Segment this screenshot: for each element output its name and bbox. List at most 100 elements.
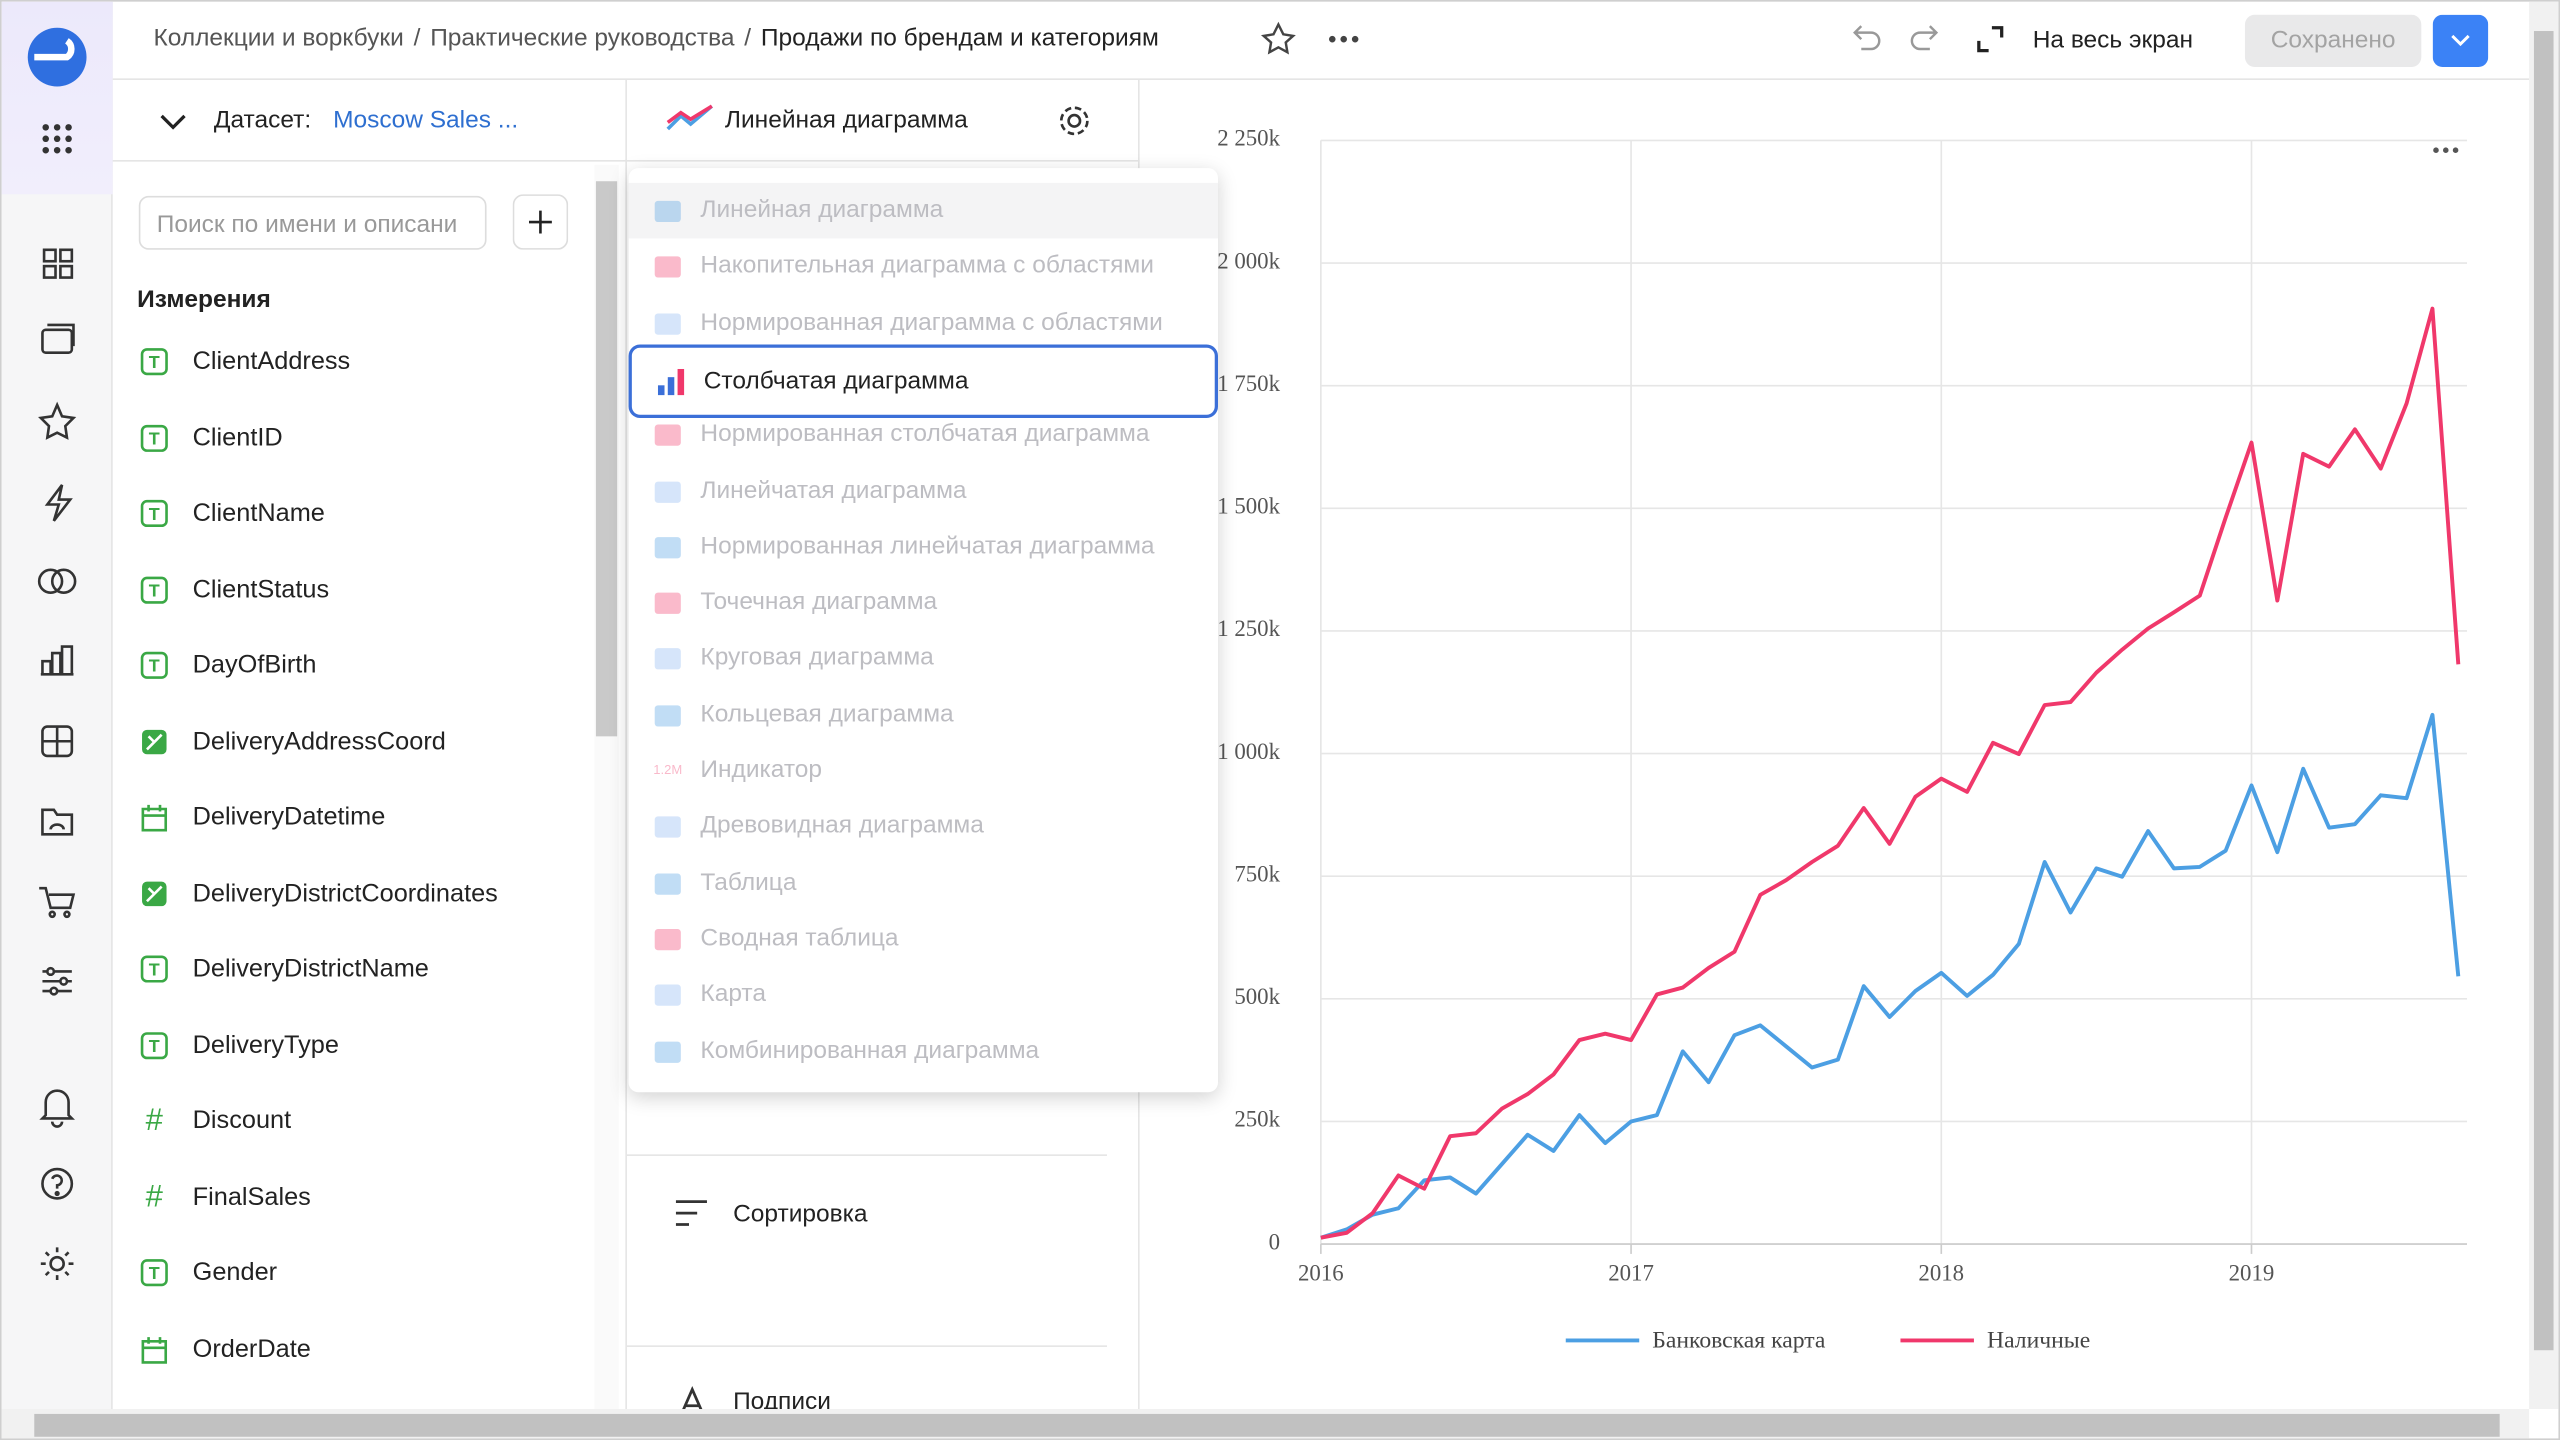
menu-item-label: Таблица — [700, 867, 797, 896]
icon-shape — [654, 200, 681, 223]
more-button[interactable] — [1329, 35, 1359, 43]
nav-item[interactable] — [40, 645, 74, 676]
field-name: OrderDate — [192, 1334, 311, 1363]
page-scrollbar-thumb[interactable] — [2533, 31, 2554, 1351]
save-menu-button[interactable] — [2432, 14, 2489, 67]
field-item[interactable]: T DeliveryType — [137, 1028, 578, 1067]
menu-item[interactable]: Кольцевая диаграмма — [629, 687, 1218, 743]
field-type-icon: T — [140, 1031, 168, 1059]
undo-button[interactable] — [1853, 25, 1881, 51]
field-item[interactable]: T DayOfBirth — [137, 648, 578, 687]
nav-item[interactable] — [38, 401, 77, 440]
menu-item[interactable]: Точечная диаграмма — [629, 575, 1218, 631]
scrollbar-thumb[interactable] — [595, 181, 618, 737]
field-name: ClientAddress — [192, 347, 351, 376]
field-item[interactable]: # Discount — [137, 1102, 578, 1143]
menu-item[interactable]: Нормированная линейчатая диаграмма — [629, 519, 1218, 575]
menu-item-icon — [654, 928, 681, 951]
line-chart-icon — [666, 104, 714, 131]
dataset-header[interactable]: Датасет: Moscow Sales ... — [112, 80, 627, 162]
legend-label[interactable]: Банковская карта — [1652, 1328, 1826, 1354]
nav-item[interactable] — [39, 1089, 75, 1128]
menu-item-label: Сводная таблица — [700, 923, 899, 952]
field-item[interactable]: T ClientName — [137, 496, 578, 535]
icon-frame — [140, 499, 168, 528]
nav-item[interactable] — [41, 323, 75, 354]
menu-item[interactable]: Накопительная диаграмма с областями — [629, 239, 1218, 295]
labels-icon — [679, 1386, 705, 1417]
nav-item[interactable] — [42, 966, 72, 996]
dataset-name[interactable]: Moscow Sales ... — [333, 106, 519, 134]
field-item[interactable]: DeliveryDistrictCoordinates — [137, 876, 578, 915]
nav-item[interactable] — [41, 1167, 74, 1200]
nav-item[interactable] — [41, 808, 74, 836]
settings-button[interactable] — [1055, 101, 1094, 140]
field-item[interactable]: DeliveryAddressCoord — [137, 724, 578, 763]
menu-item[interactable]: Линейчатая диаграмма — [629, 463, 1218, 519]
icon-frame — [140, 955, 168, 983]
favorite-button[interactable] — [1260, 21, 1296, 55]
nav-item[interactable] — [40, 1247, 74, 1281]
field-name: ClientID — [192, 423, 283, 452]
menu-item[interactable]: Столбчатая диаграмма — [628, 344, 1218, 418]
field-type-icon: T — [140, 499, 168, 528]
menu-item[interactable]: Таблица — [629, 855, 1218, 911]
fullscreen-button[interactable]: На весь экран — [2032, 26, 2193, 54]
chart-menu-button[interactable] — [2433, 147, 2459, 153]
nav-item[interactable] — [44, 484, 73, 522]
dataset-panel: Датасет: Moscow Sales ... Поиск по имени… — [112, 80, 627, 1410]
legend-label[interactable]: Наличные — [1987, 1328, 2090, 1354]
menu-item-label: Древовидная диаграмма — [700, 811, 984, 840]
field-item[interactable]: T Gender — [137, 1256, 578, 1295]
nav-item[interactable] — [39, 886, 76, 919]
menu-item[interactable]: Карта — [629, 967, 1218, 1023]
field-item[interactable]: T ClientStatus — [137, 572, 578, 611]
field-type-icon: T — [140, 651, 168, 679]
field-type-icon: T — [140, 424, 168, 452]
save-button[interactable]: Сохранено — [2244, 14, 2422, 67]
field-item[interactable]: OrderDate — [137, 1331, 578, 1370]
add-field-button[interactable] — [512, 194, 569, 250]
menu-item[interactable]: Круговая диаграмма — [629, 631, 1218, 687]
field-item[interactable]: T ClientID — [137, 420, 578, 459]
nav-item[interactable] — [42, 248, 74, 279]
breadcrumb[interactable]: Коллекции и воркбуки — [153, 24, 404, 53]
icon-letter: T — [149, 1035, 160, 1055]
icon-geo-mark — [146, 884, 163, 902]
nav-item[interactable] — [37, 568, 77, 594]
redo-button[interactable] — [1910, 25, 1939, 51]
menu-item-icon — [657, 368, 685, 396]
apps-icon[interactable] — [42, 124, 72, 154]
menu-item[interactable]: Нормированная столбчатая диаграмма — [629, 407, 1218, 463]
menu-item[interactable]: Сводная таблица — [629, 911, 1218, 967]
y-tick-label: 2 250k — [1217, 126, 1280, 151]
indicator-icon-text: 1.2M — [653, 762, 682, 777]
breadcrumb[interactable]: Практические руководства — [430, 24, 735, 53]
icon-bar — [677, 368, 685, 396]
field-item[interactable]: # FinalSales — [137, 1178, 578, 1219]
menu-item[interactable]: Линейная диаграмма — [628, 182, 1218, 239]
y-tick-label: 750k — [1234, 861, 1280, 886]
chart-type-menu: Линейная диаграмма Накопительная диаграмм… — [628, 168, 1218, 1093]
menu-item[interactable]: Нормированная диаграмма с областями — [629, 295, 1218, 351]
section-title[interactable]: Сортировка — [733, 1200, 868, 1228]
nav-item[interactable] — [41, 725, 74, 758]
visualization-header[interactable]: Линейная диаграмма — [626, 80, 1140, 162]
menu-item[interactable]: Древовидная диаграмма — [629, 799, 1218, 855]
menu-item[interactable]: Комбинированная диаграмма — [629, 1023, 1218, 1079]
field-name: DeliveryDistrictCoordinates — [192, 879, 498, 907]
icon-calendar — [141, 804, 168, 832]
field-item[interactable]: T DeliveryDistrictName — [137, 952, 578, 991]
field-item[interactable]: DeliveryDatetime — [137, 800, 578, 839]
search-input[interactable]: Поиск по имени и описани — [138, 195, 487, 250]
icon-shape — [654, 536, 681, 559]
y-tick-label: 0 — [1269, 1229, 1280, 1254]
field-item[interactable]: T ClientAddress — [137, 344, 578, 383]
horizontal-scrollbar-thumb[interactable] — [34, 1413, 2500, 1437]
menu-item[interactable]: 1.2M Индикатор — [629, 743, 1218, 799]
breadcrumb[interactable]: Продажи по брендам и категориям — [760, 24, 1159, 53]
breadcrumbs: Коллекции и воркбуки / Практические руково… — [153, 24, 1158, 52]
menu-item-icon — [654, 424, 681, 447]
icon-frame — [140, 424, 168, 452]
